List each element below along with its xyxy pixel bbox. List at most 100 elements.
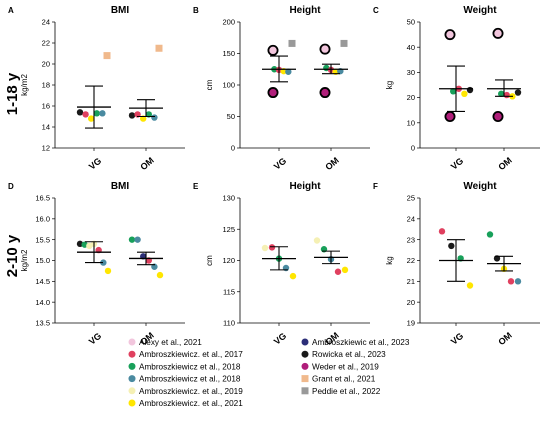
legend-label: Peddie et al., 2022 (312, 387, 381, 396)
x-category-label: OM (138, 155, 156, 172)
legend-marker (128, 399, 136, 407)
y-tick-label: 30 (407, 68, 415, 77)
y-tick-label: 20 (42, 60, 50, 69)
x-category-label: VG (87, 331, 103, 347)
legend: Alexy et al., 2021 Ambroszkiewicz. et al.… (128, 338, 410, 408)
y-tick-label: 50 (407, 18, 415, 27)
y-tick-label: 10 (407, 118, 415, 127)
data-point (76, 109, 84, 116)
x-category-label: OM (496, 155, 514, 172)
legend-item: Peddie et al., 2022 (301, 387, 381, 396)
y-tick-label: 16.0 (35, 214, 50, 223)
x-category-label: VG (449, 156, 465, 172)
data-point (103, 52, 111, 60)
panel-b: Height B 0 50 100 150 200 cm VG OM (193, 5, 370, 172)
row-title-2-10: 2-10 y (4, 234, 21, 277)
data-point (492, 111, 504, 123)
data-point (88, 115, 95, 122)
legend-item: Rowicka et al., 2023 (301, 350, 386, 359)
panel-a: BMI A 12 14 16 18 20 22 24 kg/m2 VG OM (8, 5, 185, 172)
y-axis-label: kg (385, 81, 394, 89)
data-point (134, 236, 141, 243)
data-point (444, 29, 456, 41)
panel-title: Height (289, 181, 321, 192)
legend-marker (301, 338, 309, 346)
data-point (340, 39, 348, 47)
y-tick-label: 14.5 (35, 277, 50, 286)
data-point (267, 87, 279, 99)
y-axis-label: kg (385, 256, 394, 264)
y-tick-label: 13.5 (35, 319, 50, 328)
panel-title: BMI (111, 181, 130, 192)
x-category-label: VG (272, 331, 288, 347)
legend-item: Ambroszkiewicz et al., 2018 (128, 362, 241, 371)
panel-letter: F (373, 182, 378, 191)
legend-item: Ambroszkiewicz et al., 2018 (128, 375, 241, 384)
y-tick-label: 24 (407, 214, 415, 223)
legend-item: Ambroszkiewicz. et al., 2019 (128, 387, 243, 396)
y-tick-label: 0 (411, 144, 415, 153)
legend-label: Weder et al., 2019 (312, 362, 379, 371)
y-tick-label: 15.5 (35, 235, 50, 244)
legend-item: Ambroszkiewic et al., 2023 (301, 338, 410, 347)
y-tick-label: 21 (407, 277, 415, 286)
y-tick-label: 22 (407, 256, 415, 265)
data-point (514, 278, 522, 285)
y-tick-label: 25 (407, 194, 415, 203)
y-tick-label: 50 (227, 112, 235, 121)
y-tick-label: 14 (42, 123, 50, 132)
y-tick-label: 115 (223, 287, 235, 296)
panel-letter: A (8, 6, 14, 15)
legend-item: Weder et al., 2019 (301, 362, 379, 371)
data-point (261, 244, 269, 252)
panel-letter: C (373, 6, 379, 15)
legend-marker (128, 350, 136, 358)
y-tick-label: 16.5 (35, 194, 50, 203)
x-category-label: OM (496, 330, 514, 347)
row-title-1-18: 1-18 y (4, 72, 21, 115)
legend-label: Ambroszkiewicz et al., 2018 (139, 375, 241, 384)
data-point (507, 278, 515, 285)
data-point (319, 87, 331, 99)
data-point (334, 268, 342, 275)
y-tick-label: 150 (222, 49, 235, 58)
y-tick-label: 20 (407, 93, 415, 102)
panel-f: Weight F 19 20 21 22 23 24 25 kg VG OM (373, 181, 540, 347)
legend-marker (128, 338, 136, 346)
legend-marker (301, 362, 309, 370)
data-point (99, 110, 106, 117)
panel-title: Height (289, 5, 321, 16)
y-axis-label: cm (205, 79, 214, 90)
data-point (492, 27, 504, 39)
data-point (289, 272, 297, 280)
data-point (100, 259, 107, 266)
y-tick-label: 100 (222, 81, 235, 90)
data-point (128, 112, 136, 119)
legend-item: Ambroszkiewicz. et al., 2021 (128, 399, 243, 408)
legend-marker (128, 362, 136, 370)
data-point (285, 68, 292, 75)
y-tick-label: 14.0 (35, 298, 50, 307)
panel-letter: D (8, 182, 14, 191)
data-point (288, 39, 296, 47)
panel-title: BMI (111, 5, 130, 16)
data-point (438, 228, 446, 235)
panel-letter: B (193, 6, 199, 15)
data-point (155, 44, 163, 52)
y-tick-label: 23 (407, 235, 415, 244)
y-tick-label: 110 (223, 319, 235, 328)
panel-c: Weight C 0 10 20 30 40 50 kg VG OM (373, 5, 540, 172)
data-point (444, 111, 456, 123)
data-point (319, 43, 331, 55)
legend-label: Ambroszkiewicz. et al., 2021 (139, 399, 243, 408)
legend-label: Rowicka et al., 2023 (312, 350, 386, 359)
legend-item: Alexy et al., 2021 (128, 338, 202, 347)
legend-label: Grant et al., 2021 (312, 375, 376, 384)
data-point (156, 271, 164, 279)
data-point (128, 236, 136, 243)
data-point (466, 282, 474, 289)
y-tick-label: 40 (407, 43, 415, 52)
x-category-label: VG (449, 331, 465, 347)
